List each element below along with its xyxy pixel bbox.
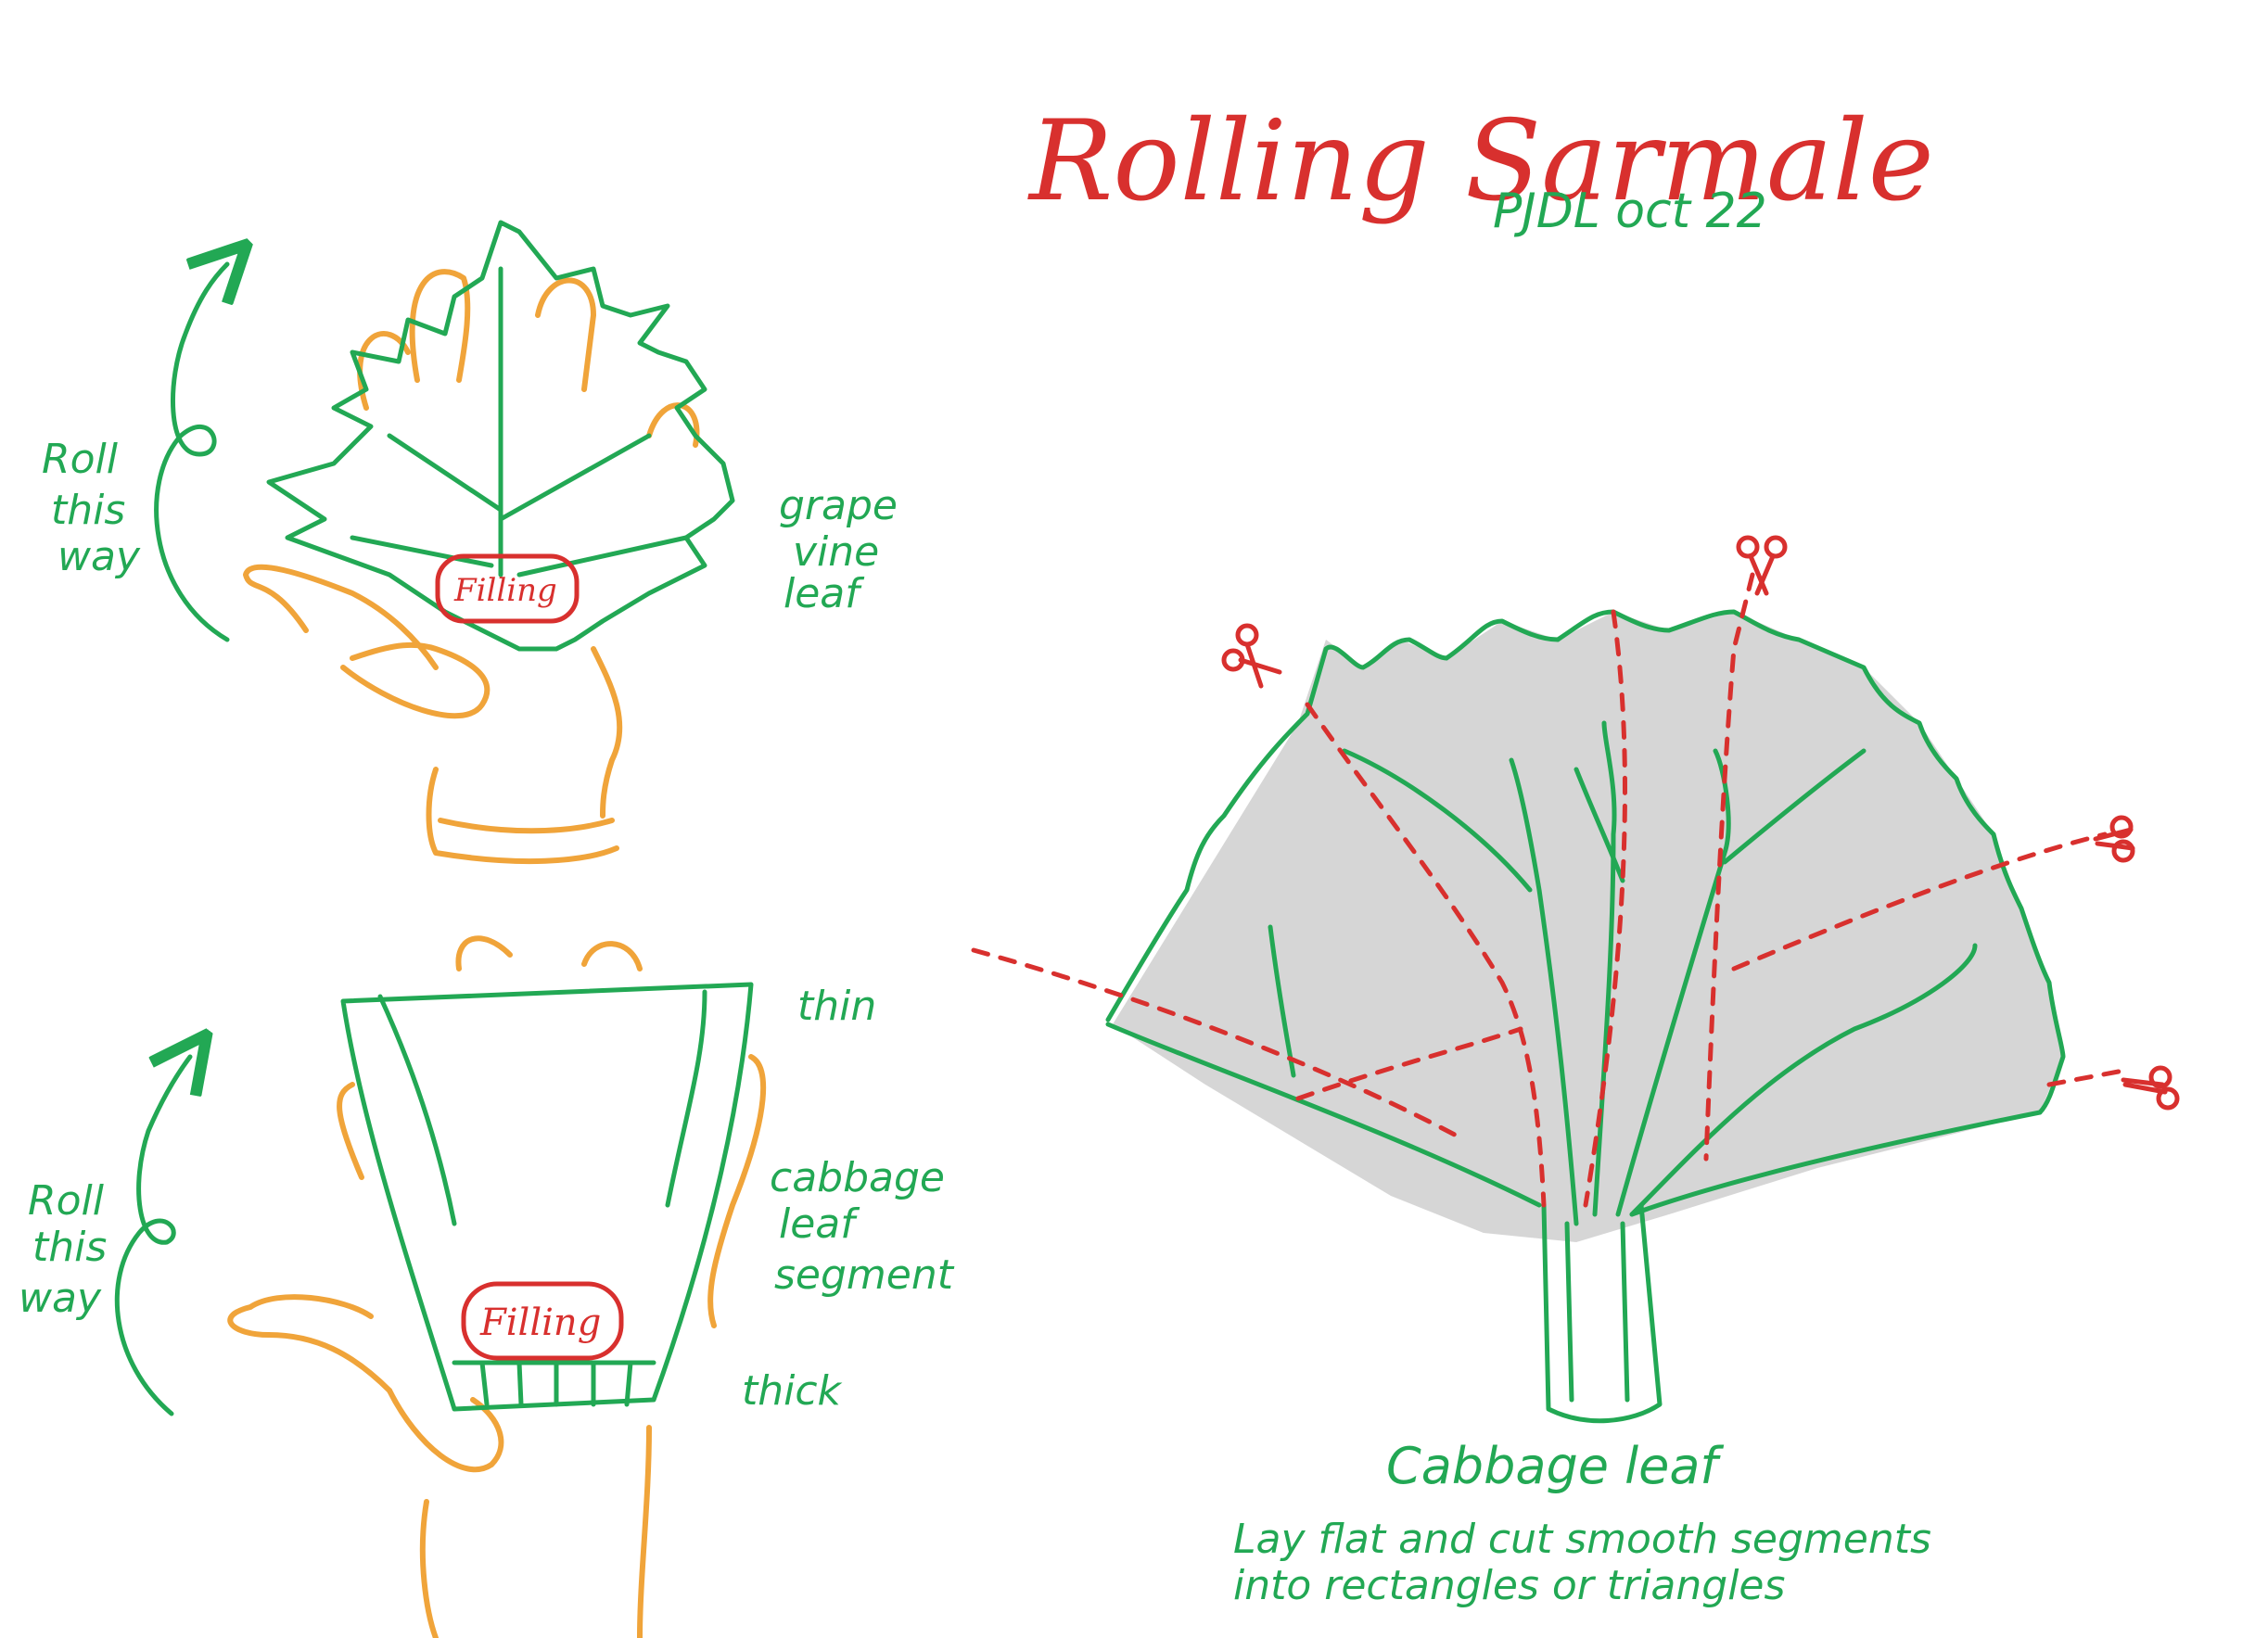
cabbage-segment-illustration: Filling Roll this way thin cabbage leaf …	[19, 935, 955, 1638]
filling-shape-top	[435, 553, 580, 624]
scissors-icon-4	[2121, 1065, 2180, 1111]
scissors-icon-2	[1736, 535, 1788, 596]
cabbage-leaf-illustration: Cabbage leaf Lay flat and cut smooth seg…	[971, 535, 2180, 1609]
cut-line-5	[1731, 832, 2108, 971]
cabbage-segment-shape	[340, 982, 754, 1412]
segment-label-1: cabbage	[770, 1154, 945, 1201]
grape-leaf-label-3: leaf	[784, 570, 865, 617]
roll-label-bottom-1: Roll	[28, 1177, 105, 1225]
page-title: Rolling Sarmale	[1027, 97, 1934, 226]
roll-label-bottom-3: way	[19, 1275, 102, 1322]
roll-label-top-3: way	[57, 533, 141, 580]
author-date: PJDL oct 22	[1493, 184, 1767, 239]
scissors-icon-1	[1221, 623, 1282, 689]
cut-line-6	[1295, 1026, 1523, 1101]
cabbage-leaf-outline	[1105, 609, 2066, 1115]
segment-label-3: segment	[774, 1251, 955, 1299]
roll-label-top-1: Roll	[42, 436, 119, 483]
roll-arrow-bottom	[114, 1057, 190, 1416]
roll-label-bottom-2: this	[32, 1224, 107, 1271]
cut-line-3	[1703, 572, 1755, 1162]
cabbage-leaf-title: Cabbage leaf	[1386, 1437, 1724, 1495]
segment-label-2: leaf	[779, 1200, 860, 1248]
scissors-icon-3	[2093, 815, 2135, 863]
cabbage-leaf-caption-2: into rectangles or triangles	[1233, 1562, 1785, 1609]
cabbage-leaf-caption-1: Lay flat and cut smooth segments	[1233, 1516, 1931, 1563]
cut-line-4	[971, 947, 1468, 1143]
filling-label-top: Filling	[453, 572, 557, 609]
grape-leaf-illustration: Filling Roll this way grape vine leaf	[42, 220, 898, 865]
filling-label-bottom: Filling	[479, 1302, 601, 1344]
hand-icon-top	[243, 269, 700, 865]
hand-icon-bottom	[227, 935, 767, 1638]
grape-leaf-label-1: grape	[779, 482, 898, 529]
thin-label: thin	[797, 983, 876, 1030]
thick-label: thick	[742, 1367, 843, 1415]
cabbage-stem	[1541, 1202, 1663, 1424]
grape-leaf-icon	[266, 220, 735, 652]
roll-arrow-top	[154, 264, 227, 642]
cut-line-7	[2046, 1068, 2126, 1087]
roll-label-top-2: this	[51, 487, 125, 534]
leaf-shading	[1113, 612, 2063, 1242]
filling-shape-bottom	[461, 1281, 624, 1361]
cut-line-2	[1583, 609, 1627, 1208]
grape-leaf-label-2: vine	[793, 528, 879, 576]
cut-line-1	[1305, 702, 1547, 1208]
